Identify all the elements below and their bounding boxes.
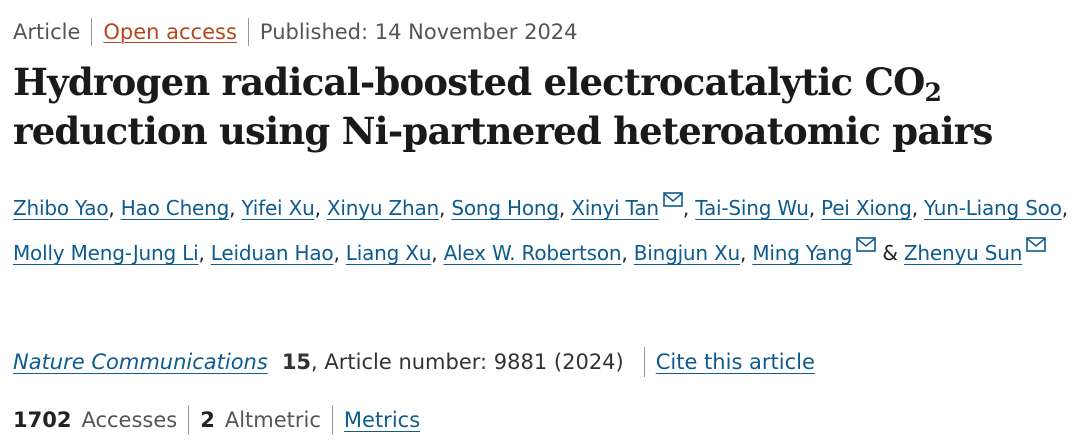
author-separator: , — [911, 196, 925, 220]
volume-number: 15 — [281, 350, 312, 374]
author-link[interactable]: Pei Xiong — [821, 196, 912, 220]
author-link[interactable]: Song Hong — [451, 196, 559, 220]
author-separator: , — [333, 241, 346, 265]
author-separator: , — [439, 196, 452, 220]
published-date: Published: 14 November 2024 — [259, 20, 578, 44]
author-link[interactable]: Hao Cheng — [120, 196, 230, 220]
author-separator: , — [198, 241, 211, 265]
author-link[interactable]: Xinyu Zhan — [326, 196, 440, 220]
metrics-link[interactable]: Metrics — [343, 408, 421, 432]
meta-divider — [247, 18, 249, 46]
author-link[interactable]: Leiduan Hao — [210, 241, 334, 265]
article-title: Hydrogen radical-boosted electrocatalyti… — [13, 58, 1063, 156]
author-separator: , — [558, 196, 572, 220]
author-link[interactable]: Ming Yang — [752, 241, 853, 265]
author-link[interactable]: Zhibo Yao — [13, 196, 109, 220]
article-type: Article — [13, 20, 81, 44]
author-list: Zhibo Yao, Hao Cheng, Yifei Xu, Xinyu Zh… — [13, 186, 1068, 276]
author-link[interactable]: Yun-Liang Soo — [924, 196, 1062, 220]
metrics-divider — [331, 405, 333, 435]
meta-divider — [91, 18, 93, 46]
author-separator: , — [108, 196, 121, 220]
accesses-label: Accesses — [81, 408, 178, 432]
envelope-icon[interactable] — [1026, 237, 1046, 252]
author-link[interactable]: Liang Xu — [345, 241, 432, 265]
citation-divider — [643, 347, 645, 377]
envelope-icon[interactable] — [663, 192, 683, 207]
author-separator: , — [229, 196, 242, 220]
open-access-link[interactable]: Open access — [103, 20, 237, 44]
author-separator: , — [1061, 196, 1068, 220]
author-link[interactable]: Molly Meng-Jung Li — [13, 241, 199, 265]
author-separator: , — [808, 196, 822, 220]
title-line-1: Hydrogen radical-boosted electrocatalyti… — [13, 60, 925, 104]
author-link[interactable]: Bingjun Xu — [633, 241, 741, 265]
author-separator: , — [682, 196, 696, 220]
metrics-divider — [188, 405, 190, 435]
article-number: , Article number: 9881 (2024) — [311, 350, 624, 374]
author-separator: & — [876, 241, 904, 265]
title-line-2: reduction using Ni-partnered heteroatomi… — [13, 109, 993, 153]
article-meta: Article Open access Published: 14 Novemb… — [13, 17, 578, 47]
metrics-bar: 1702 Accesses 2 Altmetric Metrics — [13, 404, 420, 436]
author-separator: , — [740, 241, 753, 265]
author-link[interactable]: Alex W. Robertson — [443, 241, 622, 265]
author-link[interactable]: Tai-Sing Wu — [695, 196, 809, 220]
author-separator: , — [621, 241, 634, 265]
altmetric-count: 2 — [200, 408, 215, 432]
author-link[interactable]: Zhenyu Sun — [903, 241, 1023, 265]
journal-link[interactable]: Nature Communications — [13, 350, 268, 374]
title-subscript: 2 — [924, 78, 942, 107]
citation-line: Nature Communications 15 , Article numbe… — [13, 346, 815, 378]
author-link[interactable]: Xinyi Tan — [571, 196, 659, 220]
author-separator: , — [431, 241, 444, 265]
envelope-icon[interactable] — [856, 237, 876, 252]
author-separator: , — [314, 196, 327, 220]
author-link[interactable]: Yifei Xu — [241, 196, 315, 220]
accesses-count: 1702 — [13, 408, 72, 432]
cite-this-article-link[interactable]: Cite this article — [655, 350, 815, 374]
altmetric-label: Altmetric — [224, 408, 321, 432]
